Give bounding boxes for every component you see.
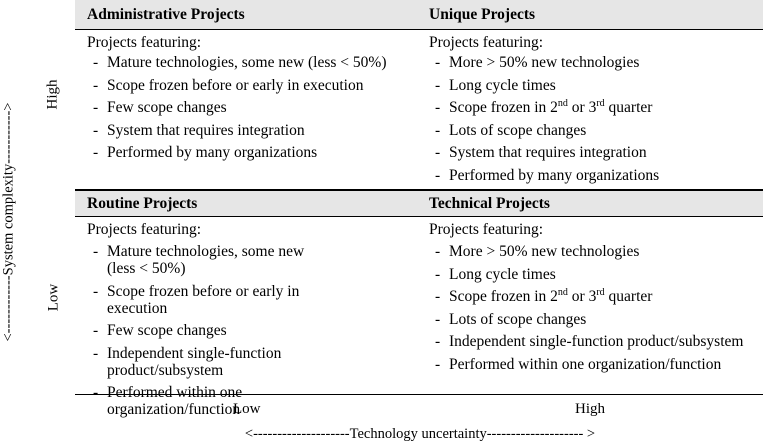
feature-item: - Performed within one organization/funct… — [87, 384, 332, 418]
feature-item: - Lots of scope changes — [429, 122, 759, 139]
y-label-high: High — [44, 79, 61, 110]
feature-item: - Scope frozen before or early in executi… — [87, 283, 332, 317]
bullet-dash: - — [93, 99, 99, 117]
feature-item: - Few scope changes — [87, 99, 417, 116]
x-axis-title: <--------------------Technology uncertai… — [244, 426, 596, 442]
quadrant-intro: Projects featuring: — [429, 221, 544, 238]
feature-text: Lots of scope changes — [449, 310, 587, 328]
feature-item: - System that requires integration — [429, 144, 759, 161]
feature-text: Performed within one organization/functi… — [449, 355, 722, 373]
feature-item: - Scope frozen in 2nd or 3rd quarter — [429, 287, 759, 306]
feature-text: Independent single-function product/subs… — [107, 344, 282, 379]
feature-text: Performed within one organization/functi… — [107, 384, 243, 419]
feature-text: Few scope changes — [107, 322, 227, 340]
bullet-dash: - — [435, 99, 441, 117]
feature-item: - Few scope changes — [87, 322, 332, 339]
bullet-dash: - — [435, 310, 441, 328]
quadrant-intro: Projects featuring: — [429, 34, 544, 51]
bullet-dash: - — [435, 288, 441, 306]
bullet-dash: - — [435, 355, 441, 373]
bullet-dash: - — [435, 76, 441, 94]
feature-text: Few scope changes — [107, 99, 227, 117]
feature-text: Long cycle times — [449, 76, 556, 94]
x-label-low: Low — [233, 401, 261, 417]
feature-text: More > 50% new technologies — [449, 54, 640, 71]
feature-text: Scope frozen before or early in executio… — [107, 76, 364, 94]
feature-text: Performed by many organizations — [107, 144, 318, 162]
feature-text: Scope frozen in 2nd or 3rd quarter — [449, 98, 653, 117]
bullet-dash: - — [93, 76, 99, 94]
project-matrix: Administrative Projects Projects featuri… — [75, 0, 763, 418]
feature-item: - Scope frozen in 2nd or 3rd quarter — [429, 98, 759, 117]
bullet-dash: - — [93, 282, 99, 300]
feature-item: - Performed by many organizations — [429, 167, 759, 184]
feature-item: - Mature technologies, some new (less < 5… — [87, 54, 417, 71]
feature-item: - Long cycle times — [429, 77, 759, 94]
bullet-dash: - — [93, 121, 99, 139]
feature-item: - Scope frozen before or early in executi… — [87, 77, 417, 94]
bullet-dash: - — [93, 322, 99, 340]
feature-item: - System that requires integration — [87, 122, 417, 139]
feature-item: - More > 50% new technologies — [429, 54, 759, 71]
feature-text: System that requires integration — [107, 121, 305, 139]
feature-item: - Lots of scope changes — [429, 311, 759, 328]
feature-text: Independent single-function product/subs… — [449, 333, 744, 351]
quadrant-intro: Projects featuring: — [87, 34, 202, 51]
feature-item: - Long cycle times — [429, 266, 759, 283]
bullet-dash: - — [435, 265, 441, 283]
feature-list: - Mature technologies, some new (less < 5… — [87, 243, 332, 424]
quadrant-title: Routine Projects — [87, 195, 198, 212]
divider-bottom-header — [75, 216, 763, 217]
feature-item: - Performed within one organization/funct… — [429, 356, 759, 373]
quadrant-title: Unique Projects — [429, 6, 536, 23]
feature-text: More > 50% new technologies — [449, 243, 640, 260]
y-axis-title: <------------System complexity----------… — [0, 102, 17, 342]
y-label-low: Low — [45, 283, 62, 312]
feature-text: Mature technologies, some new (less < 50… — [107, 54, 387, 71]
bullet-dash: - — [435, 243, 441, 260]
feature-text: Long cycle times — [449, 265, 556, 283]
divider-top — [75, 29, 763, 30]
feature-list: - More > 50% new technologies - Long cycle … — [429, 243, 759, 379]
quadrant-title: Technical Projects — [429, 195, 550, 212]
bullet-dash: - — [435, 333, 441, 351]
feature-item: - Mature technologies, some new (less < 5… — [87, 243, 332, 277]
bullet-dash: - — [93, 344, 99, 362]
bullet-dash: - — [435, 144, 441, 162]
bullet-dash: - — [435, 121, 441, 139]
feature-text: System that requires integration — [449, 144, 647, 162]
bullet-dash: - — [435, 54, 441, 71]
divider-bottom — [75, 394, 763, 395]
feature-text: Mature technologies, some new (less < 50… — [107, 243, 305, 277]
feature-text: Scope frozen before or early in executio… — [107, 282, 300, 317]
feature-item: - Independent single-function product/sub… — [429, 333, 759, 350]
bullet-dash: - — [93, 54, 99, 71]
x-label-high: High — [575, 401, 605, 417]
bullet-dash: - — [435, 166, 441, 184]
feature-text: Lots of scope changes — [449, 121, 587, 139]
top-header-band — [75, 0, 763, 29]
feature-list: - More > 50% new technologies - Long cycle … — [429, 54, 759, 190]
bullet-dash: - — [93, 144, 99, 162]
quadrant-intro: Projects featuring: — [87, 221, 202, 238]
bullet-dash: - — [93, 243, 99, 260]
quadrant-title: Administrative Projects — [87, 6, 245, 23]
feature-list: - Mature technologies, some new (less < 5… — [87, 54, 417, 167]
bullet-dash: - — [93, 384, 99, 402]
feature-item: - Performed by many organizations — [87, 144, 417, 161]
feature-text: Performed by many organizations — [449, 166, 660, 184]
bottom-header-band — [75, 190, 763, 217]
feature-item: - Independent single-function product/sub… — [87, 345, 332, 379]
divider-middle — [75, 189, 763, 191]
feature-text: Scope frozen in 2nd or 3rd quarter — [449, 287, 653, 306]
feature-item: - More > 50% new technologies — [429, 243, 759, 260]
